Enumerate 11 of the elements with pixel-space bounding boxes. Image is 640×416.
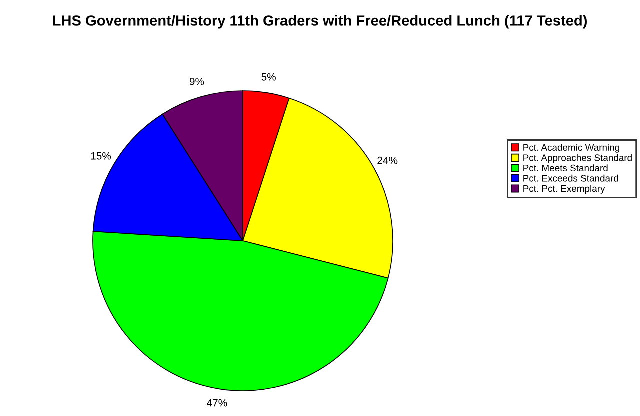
data-label: 47%: [207, 399, 228, 407]
legend-label: Pct. Exceeds Standard: [524, 174, 618, 182]
data-label: 5%: [262, 73, 276, 81]
legend-label: Pct. Meets Standard: [524, 164, 608, 172]
legend-label: Pct. Academic Warning: [524, 144, 620, 153]
data-label: 15%: [91, 152, 112, 160]
data-label: 24%: [378, 156, 398, 164]
legend-label: Pct. Approaches Standard: [524, 154, 632, 164]
legend-label: Pct. Pct. Exemplary: [524, 185, 606, 194]
data-label: 9%: [190, 78, 204, 86]
chart-title: LHS Government/History 11th Graders with Free/Reduced Lunch (117 Tested): [53, 15, 587, 29]
